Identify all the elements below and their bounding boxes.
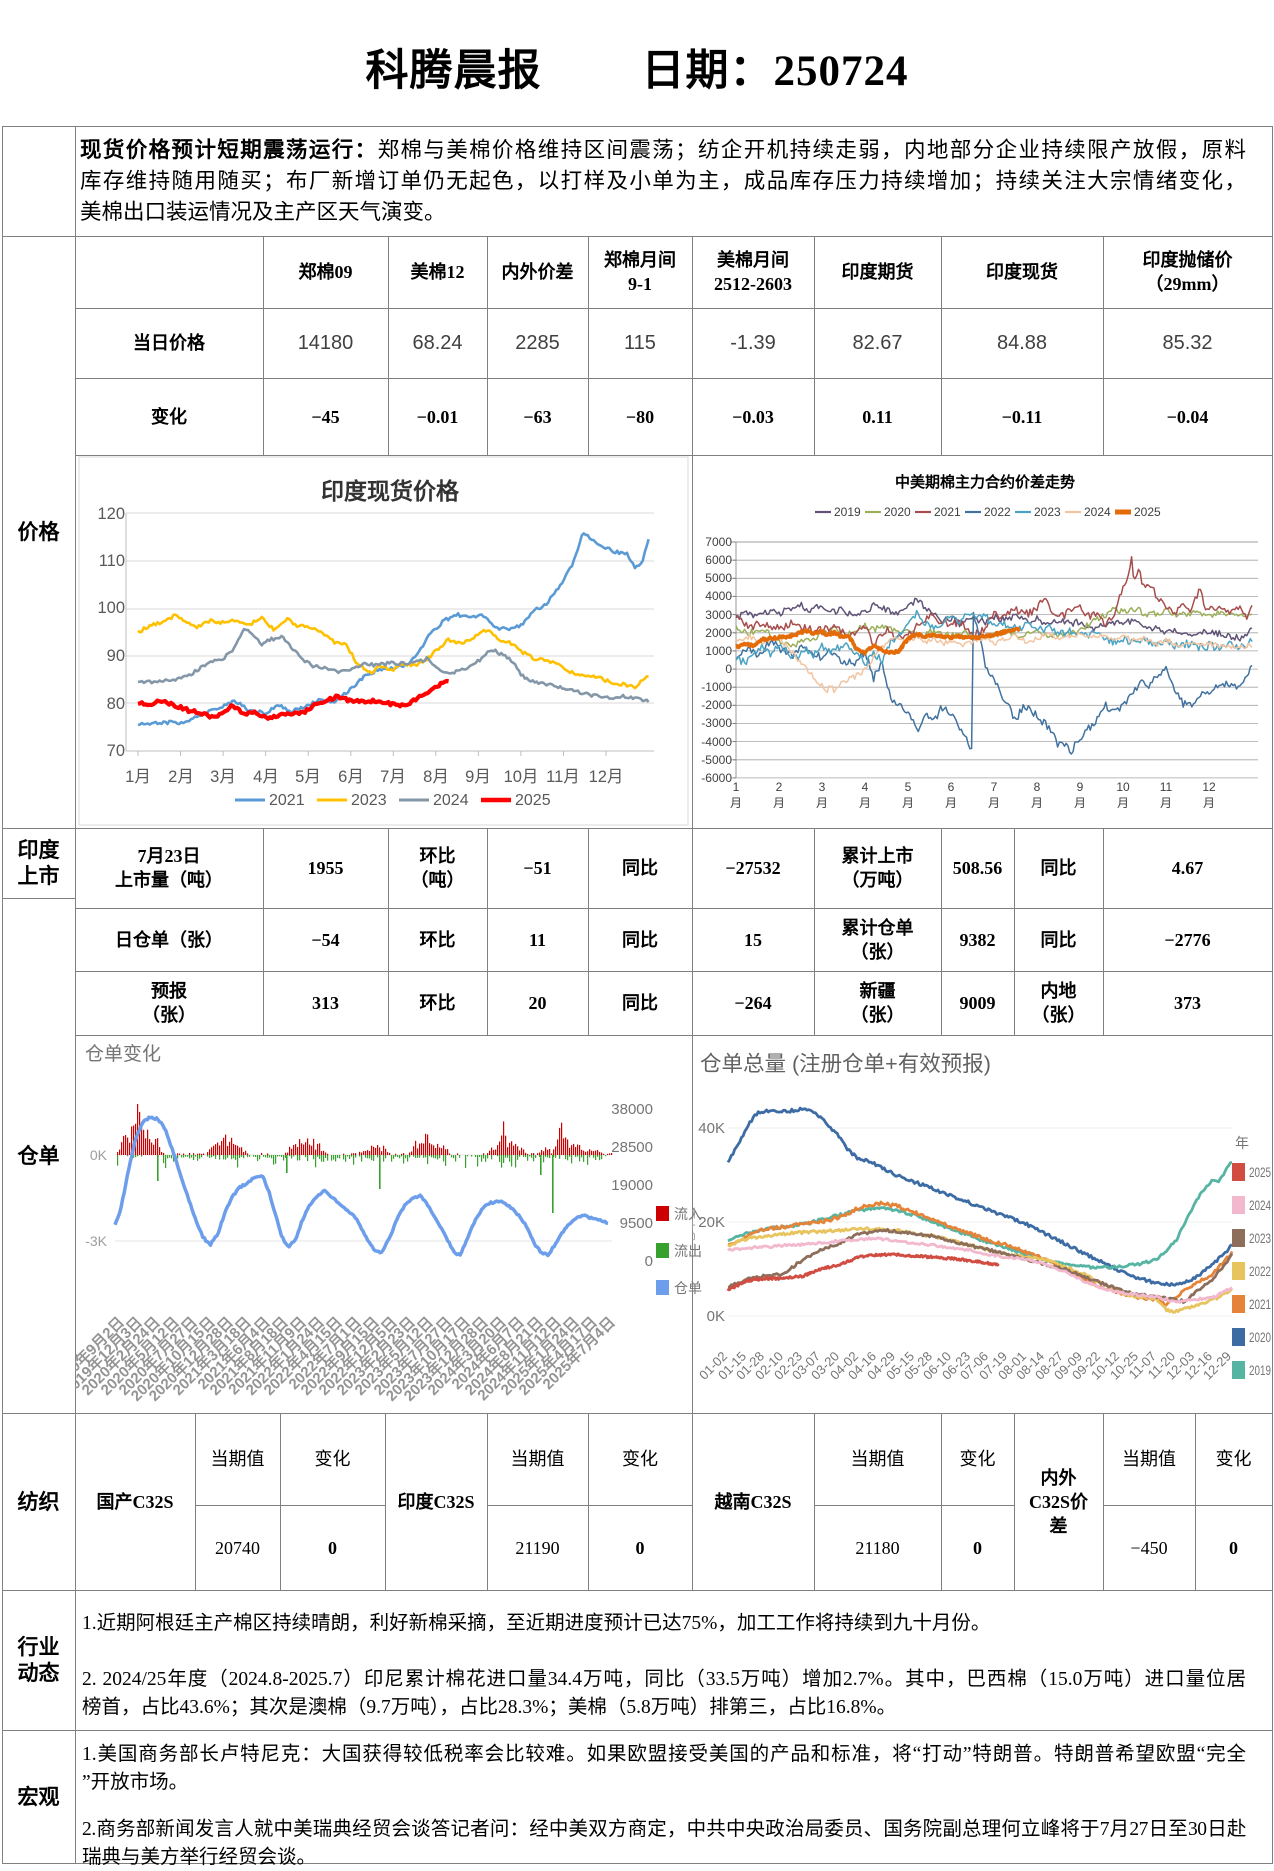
svg-text:2023: 2023: [1034, 505, 1061, 519]
svg-text:流入: 流入: [674, 1206, 702, 1222]
svg-text:9月: 9月: [465, 768, 491, 786]
svg-text:2000: 2000: [705, 626, 732, 640]
svg-text:20K: 20K: [698, 1214, 725, 1231]
svg-text:4: 4: [862, 780, 869, 794]
svg-text:10月: 10月: [504, 768, 539, 786]
svg-text:2024: 2024: [433, 792, 469, 809]
svg-text:2025: 2025: [515, 792, 551, 809]
svg-text:-1000: -1000: [701, 680, 732, 694]
svg-text:-4000: -4000: [701, 735, 732, 749]
svg-text:2023: 2023: [1249, 1230, 1271, 1246]
svg-text:-6000: -6000: [701, 771, 732, 785]
svg-text:1000: 1000: [705, 644, 732, 658]
svg-text:0: 0: [645, 1253, 653, 1270]
svg-text:90: 90: [107, 647, 125, 665]
svg-text:印度现货价格: 印度现货价格: [321, 478, 460, 504]
svg-text:仓单变化: 仓单变化: [85, 1043, 161, 1065]
svg-text:2020: 2020: [1249, 1329, 1271, 1345]
svg-text:中美期棉主力合约价差走势: 中美期棉主力合约价差走势: [895, 473, 1075, 491]
svg-text:7月: 7月: [380, 768, 406, 786]
svg-text:-3000: -3000: [701, 716, 732, 730]
svg-text:3000: 3000: [705, 608, 732, 622]
svg-text:2021: 2021: [269, 792, 305, 809]
svg-text:3: 3: [819, 780, 826, 794]
svg-text:2022: 2022: [984, 505, 1011, 519]
svg-text:2021: 2021: [1249, 1296, 1271, 1312]
svg-text:月: 月: [1203, 796, 1215, 810]
svg-text:2: 2: [776, 780, 783, 794]
svg-text:月: 月: [1074, 796, 1086, 810]
svg-text:流出: 流出: [674, 1243, 702, 1259]
svg-text:2019: 2019: [834, 505, 861, 519]
svg-text:1月: 1月: [125, 768, 151, 786]
svg-text:10: 10: [1116, 780, 1130, 794]
svg-text:2024: 2024: [1249, 1197, 1271, 1213]
svg-text:5000: 5000: [705, 571, 732, 585]
svg-text:6000: 6000: [705, 553, 732, 567]
svg-text:0: 0: [725, 662, 732, 676]
svg-text:年: 年: [1235, 1135, 1249, 1151]
svg-text:2020: 2020: [884, 505, 911, 519]
svg-text:7: 7: [991, 780, 998, 794]
svg-text:月: 月: [816, 796, 828, 810]
svg-text:2019: 2019: [1249, 1362, 1271, 1378]
svg-text:4月: 4月: [253, 768, 279, 786]
svg-text:月: 月: [773, 796, 785, 810]
svg-text:11月: 11月: [546, 768, 580, 786]
svg-text:5月: 5月: [295, 768, 321, 786]
svg-text:7000: 7000: [705, 535, 732, 549]
svg-text:4000: 4000: [705, 589, 732, 603]
svg-text:月: 月: [1117, 796, 1129, 810]
svg-text:40K: 40K: [698, 1120, 725, 1137]
svg-text:8: 8: [1034, 780, 1041, 794]
svg-text:2025: 2025: [1249, 1164, 1271, 1180]
svg-text:2月: 2月: [168, 768, 194, 786]
svg-text:月: 月: [902, 796, 914, 810]
svg-text:3月: 3月: [210, 768, 236, 786]
svg-text:9500: 9500: [620, 1215, 653, 1232]
svg-text:28500: 28500: [611, 1139, 653, 1156]
svg-text:月: 月: [1031, 796, 1043, 810]
svg-text:12: 12: [1202, 780, 1216, 794]
svg-text:38000: 38000: [611, 1101, 653, 1118]
svg-text:12月: 12月: [589, 768, 624, 786]
svg-text:2024: 2024: [1084, 505, 1111, 519]
svg-text:100: 100: [97, 599, 125, 617]
svg-text:月: 月: [859, 796, 871, 810]
svg-text:仓单总量 (注册仓单+有效预报): 仓单总量 (注册仓单+有效预报): [700, 1052, 991, 1076]
svg-text:月: 月: [945, 796, 957, 810]
svg-text:2021: 2021: [934, 505, 961, 519]
svg-text:-5000: -5000: [701, 753, 732, 767]
svg-text:月: 月: [1160, 796, 1172, 810]
svg-text:2023: 2023: [351, 792, 387, 809]
svg-text:仓单量: 仓单量: [692, 1207, 697, 1243]
svg-text:80: 80: [107, 695, 125, 713]
svg-text:110: 110: [99, 552, 125, 570]
svg-text:2022: 2022: [1249, 1263, 1271, 1279]
svg-text:8月: 8月: [423, 768, 449, 786]
svg-text:1: 1: [733, 780, 740, 794]
svg-text:120: 120: [97, 505, 125, 523]
svg-text:0K: 0K: [707, 1308, 725, 1325]
svg-text:19000: 19000: [611, 1177, 653, 1194]
svg-text:-3K: -3K: [85, 1233, 107, 1249]
svg-text:2025: 2025: [1134, 505, 1161, 519]
svg-text:5: 5: [905, 780, 912, 794]
svg-text:9: 9: [1077, 780, 1084, 794]
svg-text:仓单: 仓单: [674, 1280, 702, 1296]
svg-text:6月: 6月: [338, 768, 364, 786]
svg-text:70: 70: [107, 742, 125, 760]
svg-text:-2000: -2000: [701, 698, 732, 712]
svg-text:0K: 0K: [90, 1147, 108, 1163]
svg-text:6: 6: [948, 780, 955, 794]
svg-text:月: 月: [730, 796, 742, 810]
svg-text:月: 月: [988, 796, 1000, 810]
svg-text:11: 11: [1160, 780, 1173, 794]
